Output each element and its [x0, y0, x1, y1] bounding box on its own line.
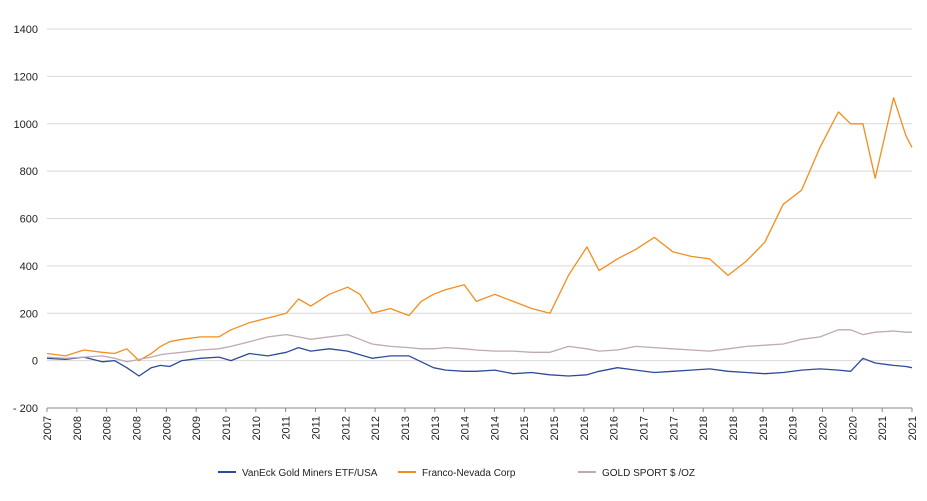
x-tick-label: 2019: [788, 416, 800, 440]
x-tick-label: 2019: [758, 416, 770, 440]
x-tick-label: 2011: [281, 416, 293, 440]
x-tick-label: 2009: [191, 416, 203, 440]
x-tick-label: 2009: [161, 416, 173, 440]
x-tick-label: 2016: [579, 416, 591, 440]
y-tick-label: 1000: [14, 119, 38, 131]
x-tick-label: 2014: [460, 416, 472, 440]
x-tick-label: 2012: [340, 416, 352, 440]
y-tick-label: 1200: [14, 71, 38, 83]
x-tick-label: 2014: [489, 416, 501, 440]
x-tick-label: 2020: [847, 416, 859, 440]
x-tick-label: 2012: [370, 416, 382, 440]
x-tick-label: 2021: [877, 416, 889, 440]
legend: VanEck Gold Miners ETF/USA Franco-Nevada …: [218, 468, 695, 479]
legend-label: VanEck Gold Miners ETF/USA: [242, 468, 378, 479]
series-line-3: [46, 329, 912, 363]
x-tick-label: 2013: [430, 416, 442, 440]
x-tick-label: 2020: [818, 416, 830, 440]
y-tick-label: 800: [20, 166, 38, 178]
x-tick-label: 2008: [102, 416, 114, 440]
y-tick-label: - 200: [13, 403, 38, 415]
series-lines: [46, 97, 913, 377]
series-line-1: [46, 346, 913, 377]
x-tick-label: 2018: [698, 416, 710, 440]
x-axis-ticks: 2007 2008 2008 2008 2009 2009 2010 2010 2011 2011…: [42, 408, 919, 440]
x-tick-label: 2008: [72, 416, 84, 440]
y-tick-label: 1400: [14, 24, 38, 36]
x-tick-label: 2008: [131, 416, 143, 440]
x-tick-label: 2010: [251, 416, 263, 440]
series-line-2: [46, 97, 913, 362]
x-tick-label: 2015: [549, 416, 561, 440]
x-tick-label: 2016: [609, 416, 621, 440]
x-tick-label: 2007: [42, 416, 54, 440]
x-tick-label: 2021: [907, 416, 919, 440]
y-axis-ticks: - 200 0 200 400 600 800 1000 1200 1400: [13, 24, 38, 415]
x-tick-label: 2015: [519, 416, 531, 440]
y-tick-label: 0: [32, 356, 38, 368]
grid-lines: [47, 28, 912, 409]
x-tick-label: 2017: [639, 416, 651, 440]
x-tick-label: 2011: [310, 416, 322, 440]
x-tick-label: 2013: [400, 416, 412, 440]
y-tick-label: 400: [20, 261, 38, 273]
legend-label: GOLD SPORT $ /OZ: [602, 468, 695, 479]
legend-label: Franco-Nevada Corp: [422, 468, 516, 479]
y-tick-label: 200: [20, 308, 38, 320]
y-tick-label: 600: [20, 214, 38, 226]
x-tick-label: 2010: [221, 416, 233, 440]
x-tick-label: 2018: [728, 416, 740, 440]
x-tick-label: 2017: [668, 416, 680, 440]
